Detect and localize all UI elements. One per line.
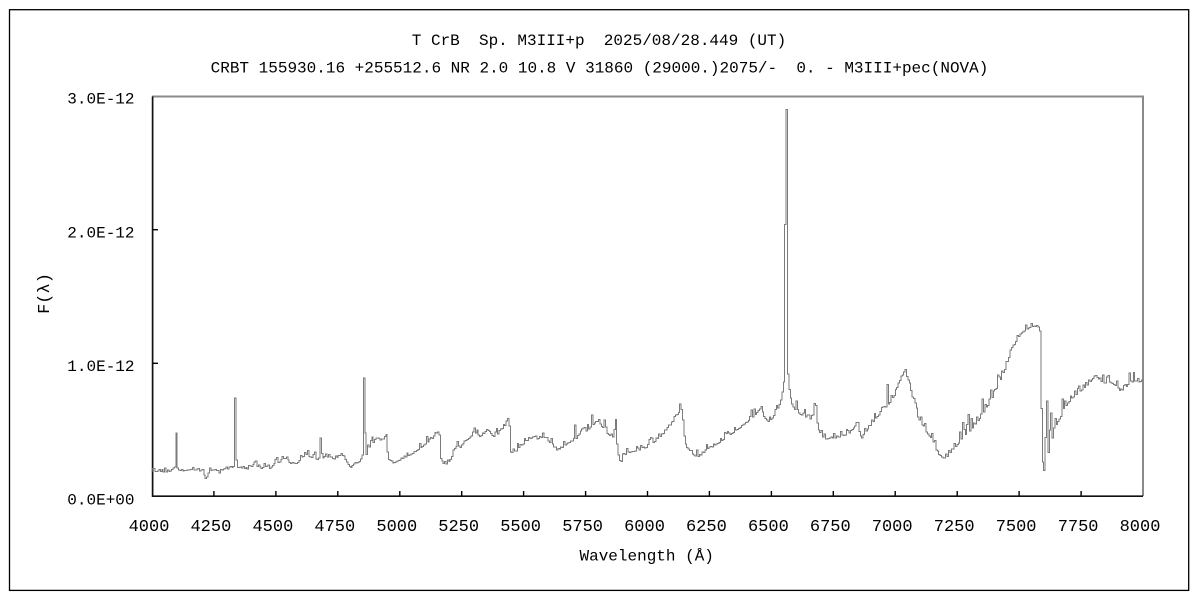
svg-text:6750: 6750	[810, 518, 851, 537]
svg-text:Wavelength (Å): Wavelength (Å)	[579, 548, 713, 566]
svg-text:CRBT 155930.16 +255512.6 NR 2.: CRBT 155930.16 +255512.6 NR 2.0 10.8 V 3…	[211, 60, 989, 78]
svg-text:5500: 5500	[500, 518, 541, 537]
svg-text:5250: 5250	[438, 518, 479, 537]
svg-text:7250: 7250	[934, 518, 975, 537]
svg-text:6000: 6000	[624, 518, 665, 537]
svg-text:4750: 4750	[314, 518, 355, 537]
svg-text:1.0E-12: 1.0E-12	[67, 358, 134, 376]
svg-text:2.0E-12: 2.0E-12	[67, 224, 134, 242]
svg-text:4250: 4250	[190, 518, 231, 537]
svg-text:7750: 7750	[1058, 518, 1099, 537]
svg-text:3.0E-12: 3.0E-12	[67, 91, 134, 109]
svg-text:6500: 6500	[748, 518, 789, 537]
svg-text:4500: 4500	[252, 518, 293, 537]
svg-text:5750: 5750	[562, 518, 603, 537]
svg-text:7000: 7000	[872, 518, 913, 537]
svg-text:7500: 7500	[996, 518, 1037, 537]
svg-text:0.0E+00: 0.0E+00	[67, 492, 134, 510]
svg-text:T CrB Sp. M3III+p 2025/08/28: T CrB Sp. M3III+p 2025/08/28.449 (UT)	[412, 32, 786, 50]
svg-text:F(λ): F(λ)	[36, 273, 55, 314]
svg-text:8000: 8000	[1120, 518, 1161, 537]
svg-text:6250: 6250	[686, 518, 727, 537]
svg-text:4000: 4000	[129, 518, 170, 537]
svg-text:5000: 5000	[376, 518, 417, 537]
